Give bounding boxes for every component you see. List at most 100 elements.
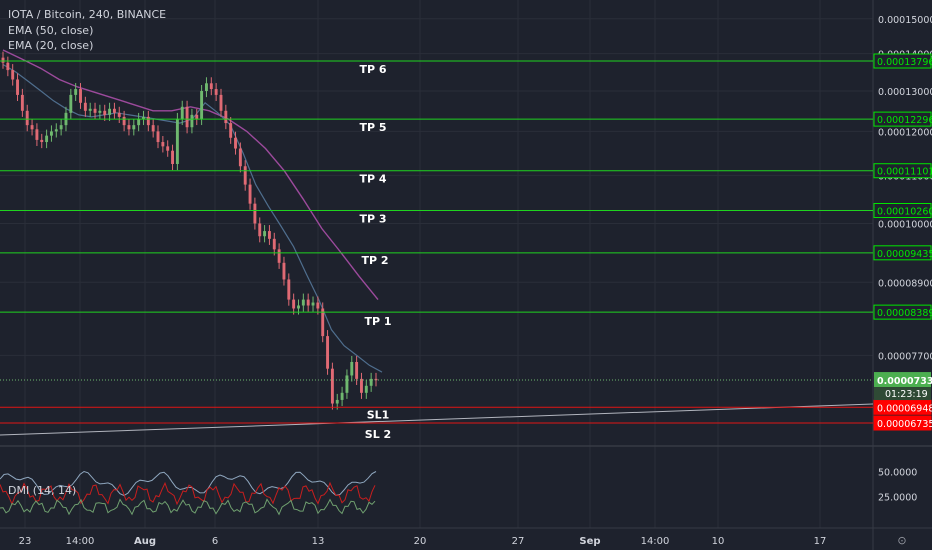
candle-body-64[interactable] xyxy=(311,302,315,306)
candle-body-41[interactable] xyxy=(200,91,204,119)
candle-body-67[interactable] xyxy=(326,336,330,369)
candle-body-8[interactable] xyxy=(40,139,44,143)
candle-body-18[interactable] xyxy=(88,108,92,111)
candle-body-71[interactable] xyxy=(345,375,349,393)
candle-body-1[interactable] xyxy=(6,62,10,71)
current-price-tag[interactable] xyxy=(874,372,931,388)
candle-body-38[interactable] xyxy=(185,106,189,128)
candle-body-66[interactable] xyxy=(321,308,325,337)
candle-body-7[interactable] xyxy=(35,129,39,140)
candle-body-14[interactable] xyxy=(69,94,73,113)
candle-body-48[interactable] xyxy=(234,137,237,149)
candle-body-24[interactable] xyxy=(117,112,121,117)
level-price-tag-0 xyxy=(873,53,932,69)
candle-body-47[interactable] xyxy=(229,123,233,138)
candle-body-15[interactable] xyxy=(74,89,78,95)
candle-body-50[interactable] xyxy=(243,166,247,185)
candle-body-21[interactable] xyxy=(103,110,107,115)
candle-body-40[interactable] xyxy=(195,114,199,119)
support-trendline[interactable] xyxy=(0,403,874,436)
candle-body-52[interactable] xyxy=(253,203,257,224)
x-tick-label-5: 20 xyxy=(414,536,427,547)
candle-body-29[interactable] xyxy=(142,116,145,119)
candle-body-42[interactable] xyxy=(205,83,208,92)
y-tick-label-5: 0.00010000 xyxy=(878,219,932,230)
candle-body-10[interactable] xyxy=(49,131,53,136)
candle-body-43[interactable] xyxy=(209,83,213,90)
candle-body-58[interactable] xyxy=(282,262,286,280)
legend-ema50[interactable]: EMA (50, close) xyxy=(8,24,94,37)
candle-body-65[interactable] xyxy=(316,302,320,309)
candle-body-19[interactable] xyxy=(93,108,97,113)
candle-body-9[interactable] xyxy=(45,135,49,143)
candle-body-45[interactable] xyxy=(219,94,223,111)
level-price-text-0: 0.00013796 xyxy=(877,57,932,68)
candle-body-32[interactable] xyxy=(156,131,160,143)
candle-body-3[interactable] xyxy=(16,79,19,95)
level-price-tag-5 xyxy=(873,304,932,320)
candle-body-54[interactable] xyxy=(263,231,267,237)
candle-body-4[interactable] xyxy=(20,94,24,111)
symbol-title[interactable]: IOTA / Bitcoin, 240, BINANCE xyxy=(8,8,167,21)
candle-body-69[interactable] xyxy=(335,399,339,404)
candle-body-25[interactable] xyxy=(122,116,126,126)
y-tick-label-2: 0.00013000 xyxy=(878,87,932,98)
level-price-text-2: 0.00011101 xyxy=(877,167,932,178)
candle-body-46[interactable] xyxy=(224,110,228,124)
candle-body-11[interactable] xyxy=(54,129,58,132)
x-tick-label-4: 13 xyxy=(312,536,325,547)
candle-body-2[interactable] xyxy=(11,70,15,80)
candle-body-36[interactable] xyxy=(175,118,179,164)
candle-body-76[interactable] xyxy=(369,378,373,386)
candle-body-6[interactable] xyxy=(30,125,34,130)
candle-body-56[interactable] xyxy=(272,238,276,250)
candle-body-27[interactable] xyxy=(132,125,136,130)
level-price-text-4: 0.00009435 xyxy=(877,249,932,260)
candle-body-62[interactable] xyxy=(301,299,305,306)
candle-body-28[interactable] xyxy=(137,118,141,126)
candle-body-26[interactable] xyxy=(127,125,131,130)
candle-body-72[interactable] xyxy=(350,362,354,376)
candle-body-55[interactable] xyxy=(267,231,271,239)
level-price-tag-3 xyxy=(873,202,932,218)
candle-body-23[interactable] xyxy=(112,108,116,113)
candle-body-73[interactable] xyxy=(355,362,359,379)
level-label-5: TP 1 xyxy=(364,315,391,328)
candle-body-39[interactable] xyxy=(190,114,194,128)
x-tick-label-7: Sep xyxy=(579,536,600,547)
candle-body-37[interactable] xyxy=(180,106,184,119)
candle-body-49[interactable] xyxy=(238,148,242,167)
dmi-tick-label-1: 25.0000 xyxy=(878,493,917,504)
candle-body-30[interactable] xyxy=(146,116,150,126)
candle-body-0[interactable] xyxy=(1,57,5,63)
candle-body-51[interactable] xyxy=(248,184,252,204)
candle-body-16[interactable] xyxy=(79,89,82,103)
candle-body-75[interactable] xyxy=(364,385,368,393)
candle-body-20[interactable] xyxy=(98,110,102,113)
legend-dmi[interactable]: DMI (14, 14) xyxy=(8,484,77,497)
candle-body-57[interactable] xyxy=(277,249,281,263)
candle-body-74[interactable] xyxy=(360,378,363,393)
level-price-tag-1 xyxy=(873,111,932,127)
candle-body-59[interactable] xyxy=(287,279,291,300)
candle-body-44[interactable] xyxy=(214,89,218,95)
candle-body-5[interactable] xyxy=(25,110,29,126)
ema50-line xyxy=(2,49,379,301)
candle-body-12[interactable] xyxy=(59,125,63,130)
candle-body-17[interactable] xyxy=(83,102,87,111)
candle-body-33[interactable] xyxy=(161,142,165,147)
candle-body-31[interactable] xyxy=(151,125,155,132)
candle-body-68[interactable] xyxy=(330,368,334,404)
candle-body-63[interactable] xyxy=(306,299,310,306)
candle-body-35[interactable] xyxy=(171,150,174,164)
candle-body-61[interactable] xyxy=(297,305,300,309)
level-price-text-1: 0.00012296 xyxy=(877,115,932,126)
candle-body-22[interactable] xyxy=(108,108,112,115)
level-label-4: TP 2 xyxy=(361,254,388,267)
candle-body-70[interactable] xyxy=(340,392,344,400)
candle-body-60[interactable] xyxy=(292,299,296,309)
candle-body-53[interactable] xyxy=(258,223,262,237)
legend-ema20[interactable]: EMA (20, close) xyxy=(8,39,94,52)
candle-body-34[interactable] xyxy=(166,146,170,151)
